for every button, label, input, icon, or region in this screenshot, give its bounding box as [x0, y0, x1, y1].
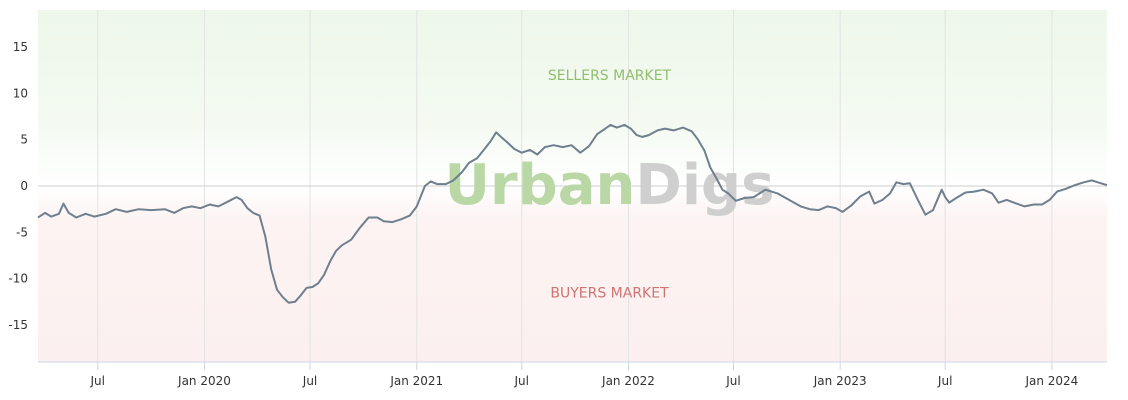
buyers-market-label: BUYERS MARKET: [550, 286, 669, 302]
x-tick-label: Jul: [725, 374, 740, 388]
x-axis-ticks: Jul Jan 2020 Jul Jan 2021 Jul Jan 2022 Jul Jan …: [90, 362, 1078, 388]
y-tick-label: 0: [20, 179, 28, 193]
y-tick-label: 15: [13, 40, 28, 54]
series-line: [37, 123, 1108, 304]
buyers-zone-background: [38, 186, 1107, 362]
watermark-part-digs: Digs: [635, 153, 774, 218]
y-tick-label: -15: [8, 318, 28, 332]
sellers-zone-background: [38, 10, 1107, 186]
x-tick-label: Jan 2023: [813, 374, 867, 388]
watermark-part-urban: Urban: [445, 153, 636, 218]
x-tick-label: Jan 2020: [177, 374, 231, 388]
x-tick-label: Jan 2021: [389, 374, 443, 388]
x-tick-label: Jul: [90, 374, 105, 388]
y-tick-label: 5: [20, 133, 28, 147]
x-tick-label: Jan 2022: [601, 374, 655, 388]
x-tick-label: Jul: [302, 374, 317, 388]
x-tick-label: Jul: [514, 374, 529, 388]
y-tick-label: -10: [8, 272, 28, 286]
x-tick-label: Jan 2024: [1024, 374, 1078, 388]
x-tick-label: Jul: [937, 374, 952, 388]
y-axis-ticks: 15 10 5 0 -5 -10 -15: [8, 40, 28, 332]
sellers-market-label: SELLERS MARKET: [548, 68, 672, 84]
y-tick-label: 10: [13, 86, 28, 100]
y-tick-label: -5: [16, 225, 28, 239]
watermark-logo: UrbanDigs: [445, 153, 775, 218]
